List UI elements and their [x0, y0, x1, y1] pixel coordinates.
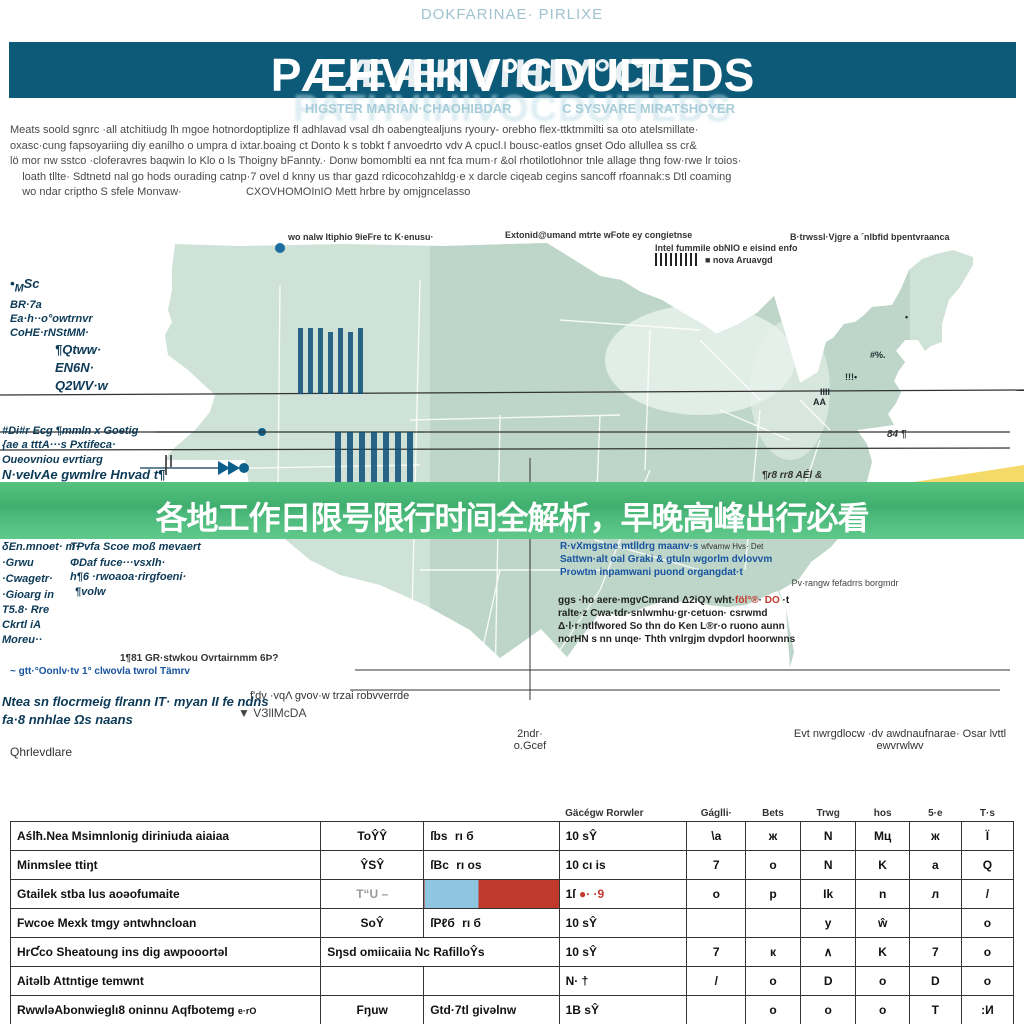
- svg-text:!!!•: !!!•: [845, 372, 857, 382]
- svg-text:IIII: IIII: [820, 387, 830, 397]
- svg-text:#%.: #%.: [870, 350, 886, 360]
- svg-text:AA: AA: [813, 397, 826, 407]
- svg-text:•: •: [905, 312, 908, 322]
